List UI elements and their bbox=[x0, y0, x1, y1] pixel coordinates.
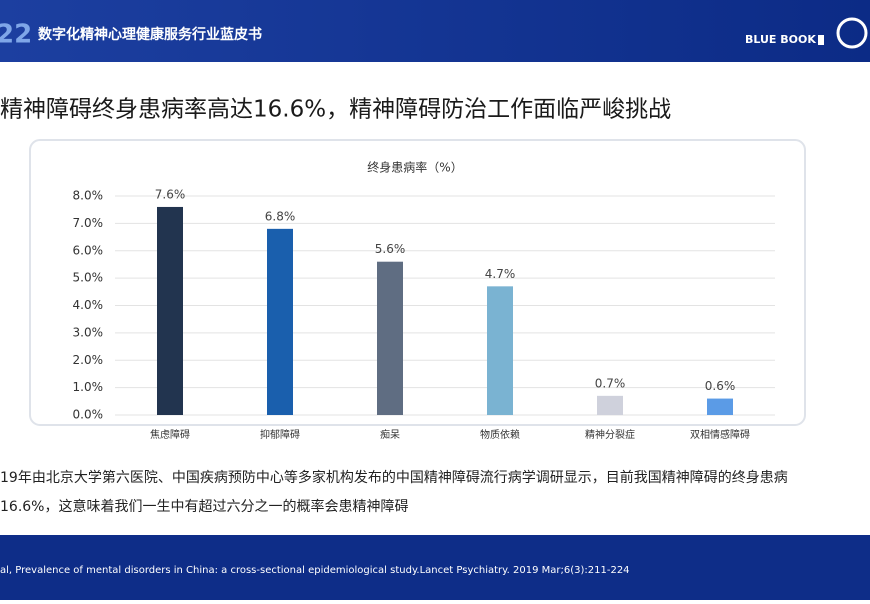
y-tick-label: 7.0% bbox=[73, 216, 104, 230]
y-tick-label: 1.0% bbox=[73, 380, 104, 394]
chart-frame bbox=[29, 139, 806, 426]
x-tick-label: 精神分裂症 bbox=[585, 428, 635, 441]
bar bbox=[267, 228, 293, 415]
body-text: 19年由北京大学第六医院、中国疾病预防中心等多家机构发布的中国精神障碍流行病学调… bbox=[0, 469, 788, 486]
y-tick-label: 2.0% bbox=[73, 353, 104, 367]
value-label: 6.8% bbox=[265, 209, 296, 223]
y-tick-label: 5.0% bbox=[73, 271, 104, 285]
y-tick-label: 6.0% bbox=[73, 243, 104, 257]
value-label: 4.7% bbox=[485, 267, 516, 281]
x-tick-label: 双相情感障碍 bbox=[690, 428, 750, 441]
x-tick-label: 抑郁障碍 bbox=[260, 428, 300, 441]
x-tick-label: 物质依赖 bbox=[480, 428, 520, 441]
bar bbox=[377, 261, 403, 415]
x-tick-label: 痴呆 bbox=[380, 428, 400, 441]
x-tick-label: 焦虑障碍 bbox=[150, 428, 190, 441]
value-label: 7.6% bbox=[155, 187, 186, 201]
y-tick-label: 0.0% bbox=[73, 408, 104, 422]
y-tick-label: 8.0% bbox=[73, 189, 104, 203]
bar bbox=[157, 206, 183, 415]
bar bbox=[597, 395, 623, 415]
y-tick-label: 3.0% bbox=[73, 325, 104, 339]
heading: 精神障碍终身患病率高达16.6%，精神障碍防治工作面临严峻挑战 bbox=[0, 97, 671, 123]
header-logo: 22 bbox=[0, 20, 32, 50]
logo-icon bbox=[836, 17, 868, 49]
header-title: 数字化精神心理健康服务行业蓝皮书 bbox=[38, 26, 262, 43]
header-brand: BLUE BOOK bbox=[745, 33, 816, 46]
bar bbox=[707, 398, 733, 415]
value-label: 5.6% bbox=[375, 242, 406, 256]
value-label: 0.6% bbox=[705, 379, 736, 393]
value-label: 0.7% bbox=[595, 376, 626, 390]
header-bar bbox=[0, 0, 870, 62]
footer-bar bbox=[0, 535, 870, 600]
footer-reference: al, Prevalence of mental disorders in Ch… bbox=[0, 565, 630, 576]
body-text: 16.6%，这意味着我们一生中有超过六分之一的概率会患精神障碍 bbox=[0, 498, 408, 515]
brand-mark bbox=[818, 35, 824, 45]
chart-title: 终身患病率（%） bbox=[367, 160, 462, 175]
bar bbox=[487, 286, 513, 415]
y-tick-label: 4.0% bbox=[73, 298, 104, 312]
